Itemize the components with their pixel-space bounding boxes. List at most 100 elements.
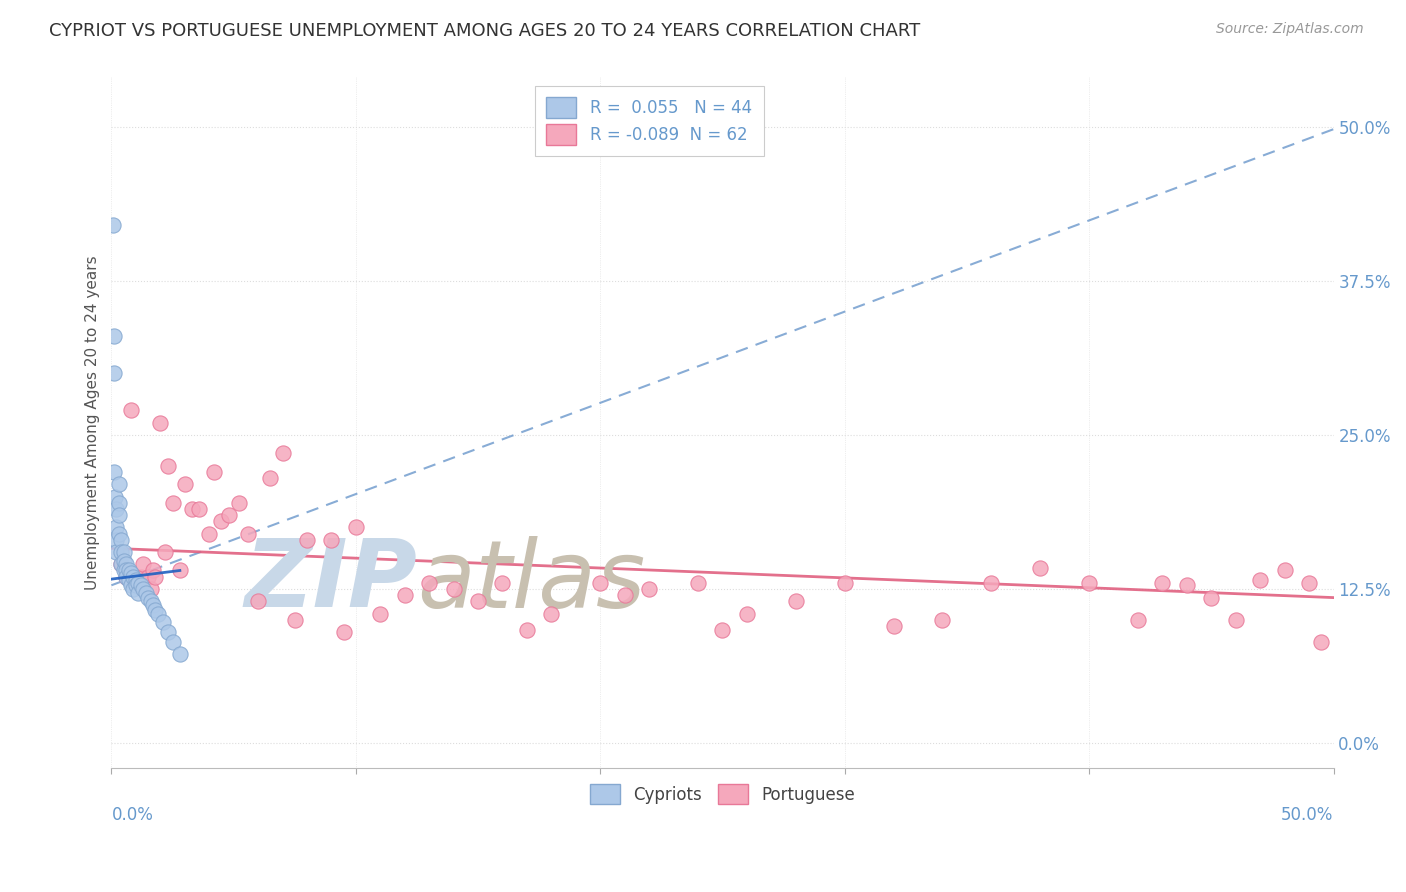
Point (332, 625, 354, 640)
Point (271, 446, 294, 460)
Point (173, 477, 195, 491)
Point (105, 501, 128, 516)
Point (834, 575, 856, 590)
Text: 0.0%: 0.0% (111, 805, 153, 823)
Point (1201, 591, 1223, 605)
Point (117, 574, 139, 588)
Point (104, 490, 127, 504)
Point (1152, 575, 1174, 590)
Point (638, 582, 661, 596)
Point (169, 648, 191, 662)
Point (228, 496, 250, 510)
Point (101, 219, 124, 233)
Point (169, 564, 191, 578)
Point (145, 569, 167, 583)
Point (107, 526, 129, 541)
Point (115, 558, 138, 572)
Point (883, 619, 905, 633)
Point (198, 526, 221, 541)
Point (156, 625, 179, 640)
Point (1126, 613, 1149, 627)
Point (259, 471, 281, 485)
Point (209, 514, 232, 528)
Point (110, 545, 132, 559)
Text: ZIP: ZIP (245, 535, 418, 627)
Point (125, 574, 148, 588)
Point (127, 585, 149, 599)
Point (540, 607, 562, 621)
Point (686, 575, 709, 590)
Point (103, 329, 125, 343)
Point (112, 564, 135, 578)
Text: atlas: atlas (418, 536, 645, 627)
Point (153, 545, 176, 559)
Point (238, 526, 260, 541)
Point (127, 575, 149, 590)
Point (516, 623, 538, 637)
Point (443, 582, 465, 596)
Point (467, 594, 489, 608)
Point (142, 598, 165, 612)
Y-axis label: Unemployment Among Ages 20 to 24 years: Unemployment Among Ages 20 to 24 years (86, 255, 100, 590)
Point (107, 477, 129, 491)
Point (1274, 564, 1296, 578)
Point (136, 569, 159, 583)
Point (149, 416, 172, 430)
Point (589, 575, 612, 590)
Point (162, 496, 184, 510)
Text: 50.0%: 50.0% (1281, 805, 1333, 823)
Point (321, 533, 343, 547)
Point (1298, 575, 1320, 590)
Point (344, 520, 367, 534)
Point (129, 569, 152, 583)
Point (284, 613, 307, 627)
Point (110, 533, 132, 547)
Point (418, 575, 440, 590)
Point (218, 508, 240, 522)
Point (122, 569, 145, 583)
Point (120, 566, 142, 580)
Point (112, 545, 135, 559)
Point (103, 366, 125, 380)
Point (132, 582, 155, 596)
Legend: Cypriots, Portuguese: Cypriots, Portuguese (583, 778, 862, 811)
Text: Source: ZipAtlas.com: Source: ZipAtlas.com (1216, 22, 1364, 37)
Point (139, 582, 162, 596)
Point (247, 594, 270, 608)
Point (117, 564, 139, 578)
Point (785, 594, 807, 608)
Point (107, 496, 129, 510)
Point (135, 585, 157, 599)
Point (162, 635, 184, 649)
Point (1310, 635, 1333, 649)
Point (110, 558, 132, 572)
Point (202, 465, 225, 479)
Point (125, 578, 148, 592)
Point (145, 603, 167, 617)
Point (142, 564, 165, 578)
Point (115, 564, 138, 578)
Point (115, 569, 138, 583)
Point (156, 458, 179, 473)
Point (188, 501, 211, 516)
Point (368, 607, 391, 621)
Point (105, 520, 128, 534)
Point (107, 508, 129, 522)
Point (125, 569, 148, 583)
Point (105, 533, 128, 547)
Point (394, 588, 416, 602)
Point (152, 615, 174, 630)
Point (1078, 575, 1101, 590)
Point (122, 582, 145, 596)
Point (139, 594, 162, 608)
Point (112, 554, 135, 568)
Point (735, 607, 758, 621)
Point (1225, 613, 1247, 627)
Point (105, 545, 128, 559)
Point (103, 465, 125, 479)
Point (491, 575, 513, 590)
Point (146, 607, 169, 621)
Point (120, 578, 142, 592)
Point (132, 558, 155, 572)
Point (980, 575, 1002, 590)
